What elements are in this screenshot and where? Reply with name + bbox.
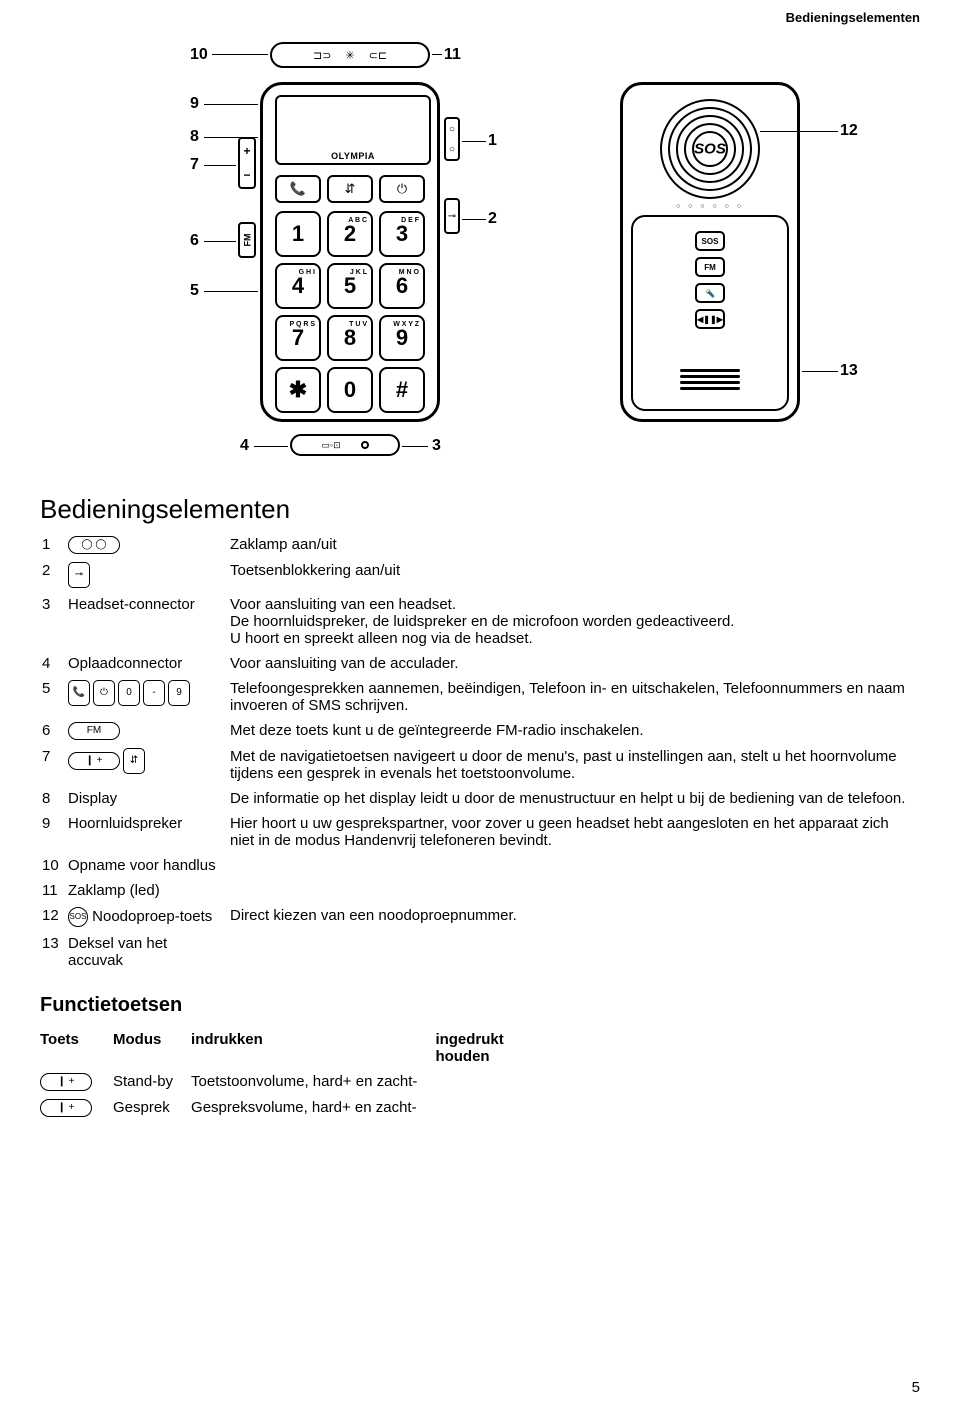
subsection-title: Functietoetsen [40,994,920,1017]
element-row: 12SOS Noodoproep-toetsDirect kiezen van … [42,904,918,930]
function-keys-table: ToetsModusindrukkeningedrukt houden ❙ +S… [40,1027,522,1121]
callout-6: 6 [190,232,199,250]
func-row: ❙ +GesprekGespreksvolume, hard+ en zacht… [40,1095,522,1121]
page-number: 5 [912,1379,920,1396]
nav-key: ⇵ [327,175,373,203]
element-row: 1◯ ◯Zaklamp aan/uit [42,533,918,557]
element-row: 11Zaklamp (led) [42,879,918,902]
callout-5: 5 [190,282,199,300]
back-btn-fm: FM [695,257,725,277]
element-row: 5📞⏻0-9Telefoongesprekken aannemen, beëin… [42,677,918,717]
lock-switch: ⊸ [444,198,460,234]
call-key: 📞 [275,175,321,203]
elements-table: 1◯ ◯Zaklamp aan/uit2⊸Toetsenblokkering a… [40,531,920,974]
callout-7: 7 [190,156,199,174]
back-btn-lamp: 🔦 [695,283,725,303]
callout-10: 10 [190,46,208,64]
fm-side-button: FM [238,222,256,258]
lamp-switch: ○○ [444,117,460,161]
element-row: 2⊸Toetsenblokkering aan/uit [42,559,918,591]
element-row: 7❙ +⇵Met de navigatietoetsen navigeert u… [42,745,918,785]
callout-1: 1 [488,132,497,150]
callout-9: 9 [190,95,199,113]
back-btn-sos: SOS [695,231,725,251]
element-row: 13Deksel van het accuvak [42,932,918,972]
bottom-connector: ▭◦⊡ [290,434,400,456]
power-key: ⏻ [379,175,425,203]
brand-label: OLYMPIA [277,151,429,161]
phone-front: OLYMPIA 📞 ⇵ ⏻ 1 2A B C 3D E F 4G H I 5J … [260,82,440,422]
callout-12: 12 [840,122,858,140]
callout-8: 8 [190,128,199,146]
element-row: 6FMMet deze toets kunt u de geïntegreerd… [42,719,918,743]
element-row: 9HoornluidsprekerHier hoort u uw gesprek… [42,812,918,852]
callout-4: 4 [240,437,249,455]
device-diagram: ⊐⊃✳⊂⊏ 10 11 OLYMPIA 📞 ⇵ ⏻ 1 2A B C 3D E … [40,22,920,482]
phone-screen: OLYMPIA [275,95,431,165]
callout-3: 3 [432,437,441,455]
element-row: 8DisplayDe informatie op het display lei… [42,787,918,810]
callout-2: 2 [488,210,497,228]
section-title: Bedieningselementen [40,494,920,525]
keypad: 1 2A B C 3D E F 4G H I 5J K L 6M N O 7P … [275,211,425,413]
element-row: 3Headset-connectorVoor aansluiting van e… [42,593,918,650]
battery-cover: SOS FM 🔦 ◀❚❚▶ [631,215,789,411]
top-pill: ⊐⊃✳⊂⊏ [270,42,430,68]
func-row: ❙ +Stand-byToetstoonvolume, hard+ en zac… [40,1069,522,1095]
element-row: 4OplaadconnectorVoor aansluiting van de … [42,652,918,675]
callout-11: 11 [444,46,461,64]
volume-rocker: +− [238,137,256,189]
element-row: 10Opname voor handlus [42,854,918,877]
callout-13: 13 [840,362,858,380]
sos-button: SOS [660,99,760,199]
phone-back: SOS ○ ○ ○ ○ ○ ○ SOS FM 🔦 ◀❚❚▶ [620,82,800,422]
back-btn-media: ◀❚❚▶ [695,309,725,329]
